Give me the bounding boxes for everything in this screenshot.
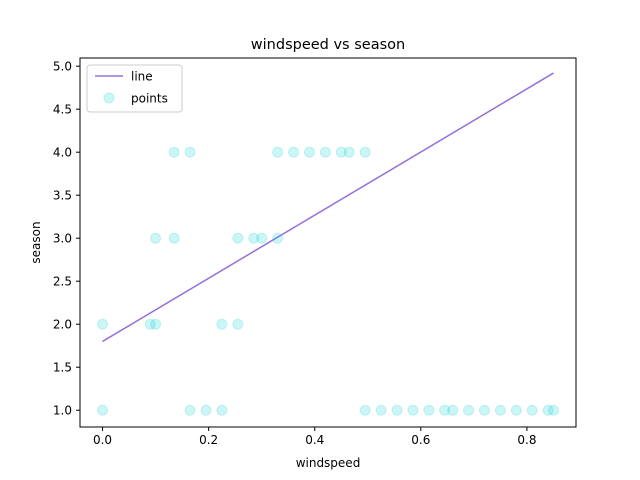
scatter-point — [303, 146, 315, 158]
scatter-point — [510, 404, 522, 416]
y-tick-label: 2.5 — [53, 275, 72, 289]
y-tick-label: 1.5 — [53, 361, 72, 375]
y-axis-ticks: 1.0 1.5 2.0 2.5 3.0 3.5 4.0 4.5 5.0 — [53, 60, 80, 418]
scatter-point — [375, 404, 387, 416]
plot-frame — [79, 57, 577, 428]
scatter-point — [463, 404, 475, 416]
chart-title: windspeed vs season — [251, 37, 405, 53]
scatter-point — [216, 318, 228, 330]
x-tick-label: 0.4 — [305, 433, 324, 447]
scatter-point — [526, 404, 538, 416]
y-tick-label: 4.5 — [53, 103, 72, 117]
scatter-point — [494, 404, 506, 416]
legend-label-line: line — [131, 70, 153, 84]
scatter-point — [184, 146, 196, 158]
scatter-point — [184, 404, 196, 416]
scatter-point — [542, 404, 554, 416]
x-tick-label: 0.2 — [199, 433, 218, 447]
x-tick-label: 0.8 — [517, 433, 536, 447]
scatter-point — [168, 146, 180, 158]
scatter-point — [200, 404, 212, 416]
scatter-point — [150, 232, 162, 244]
scatter-point — [447, 404, 459, 416]
scatter-point — [391, 404, 403, 416]
scatter-point — [272, 146, 284, 158]
scatter-point — [439, 404, 451, 416]
scatter-point — [97, 404, 109, 416]
x-tick-label: 0.0 — [93, 433, 112, 447]
y-tick-label: 2.0 — [53, 318, 72, 332]
scatter-point — [248, 232, 260, 244]
scatter-point — [423, 404, 435, 416]
scatter-point — [288, 146, 300, 158]
scatter-point — [407, 404, 419, 416]
scatter-point — [335, 146, 347, 158]
scatter-point — [359, 146, 371, 158]
y-tick-label: 3.0 — [53, 232, 72, 246]
scatter-point — [319, 146, 331, 158]
scatter-point — [359, 404, 371, 416]
scatter-point — [272, 232, 284, 244]
legend: line points — [86, 64, 183, 113]
scatter-point — [478, 404, 490, 416]
scatter-point — [232, 318, 244, 330]
scatter-point — [232, 232, 244, 244]
legend-label-points: points — [131, 92, 168, 106]
x-tick-label: 0.6 — [411, 433, 430, 447]
scatter-point — [168, 232, 180, 244]
y-axis-label: season — [29, 221, 43, 263]
x-axis-label: windspeed — [296, 456, 361, 470]
legend-points-swatch — [103, 92, 115, 104]
scatter-point — [216, 404, 228, 416]
y-tick-label: 1.0 — [53, 404, 72, 418]
scatter-point — [256, 232, 268, 244]
scatter-point — [150, 318, 162, 330]
scatter-point — [97, 318, 109, 330]
plot-data — [97, 72, 559, 416]
x-axis-ticks: 0.0 0.2 0.4 0.6 0.8 — [93, 427, 536, 447]
y-tick-label: 5.0 — [53, 60, 72, 74]
scatter-point — [343, 146, 355, 158]
scatter-point — [547, 404, 559, 416]
series-line — [102, 72, 554, 343]
scatter-point — [144, 318, 156, 330]
y-tick-label: 4.0 — [53, 146, 72, 160]
y-tick-label: 3.5 — [53, 189, 72, 203]
